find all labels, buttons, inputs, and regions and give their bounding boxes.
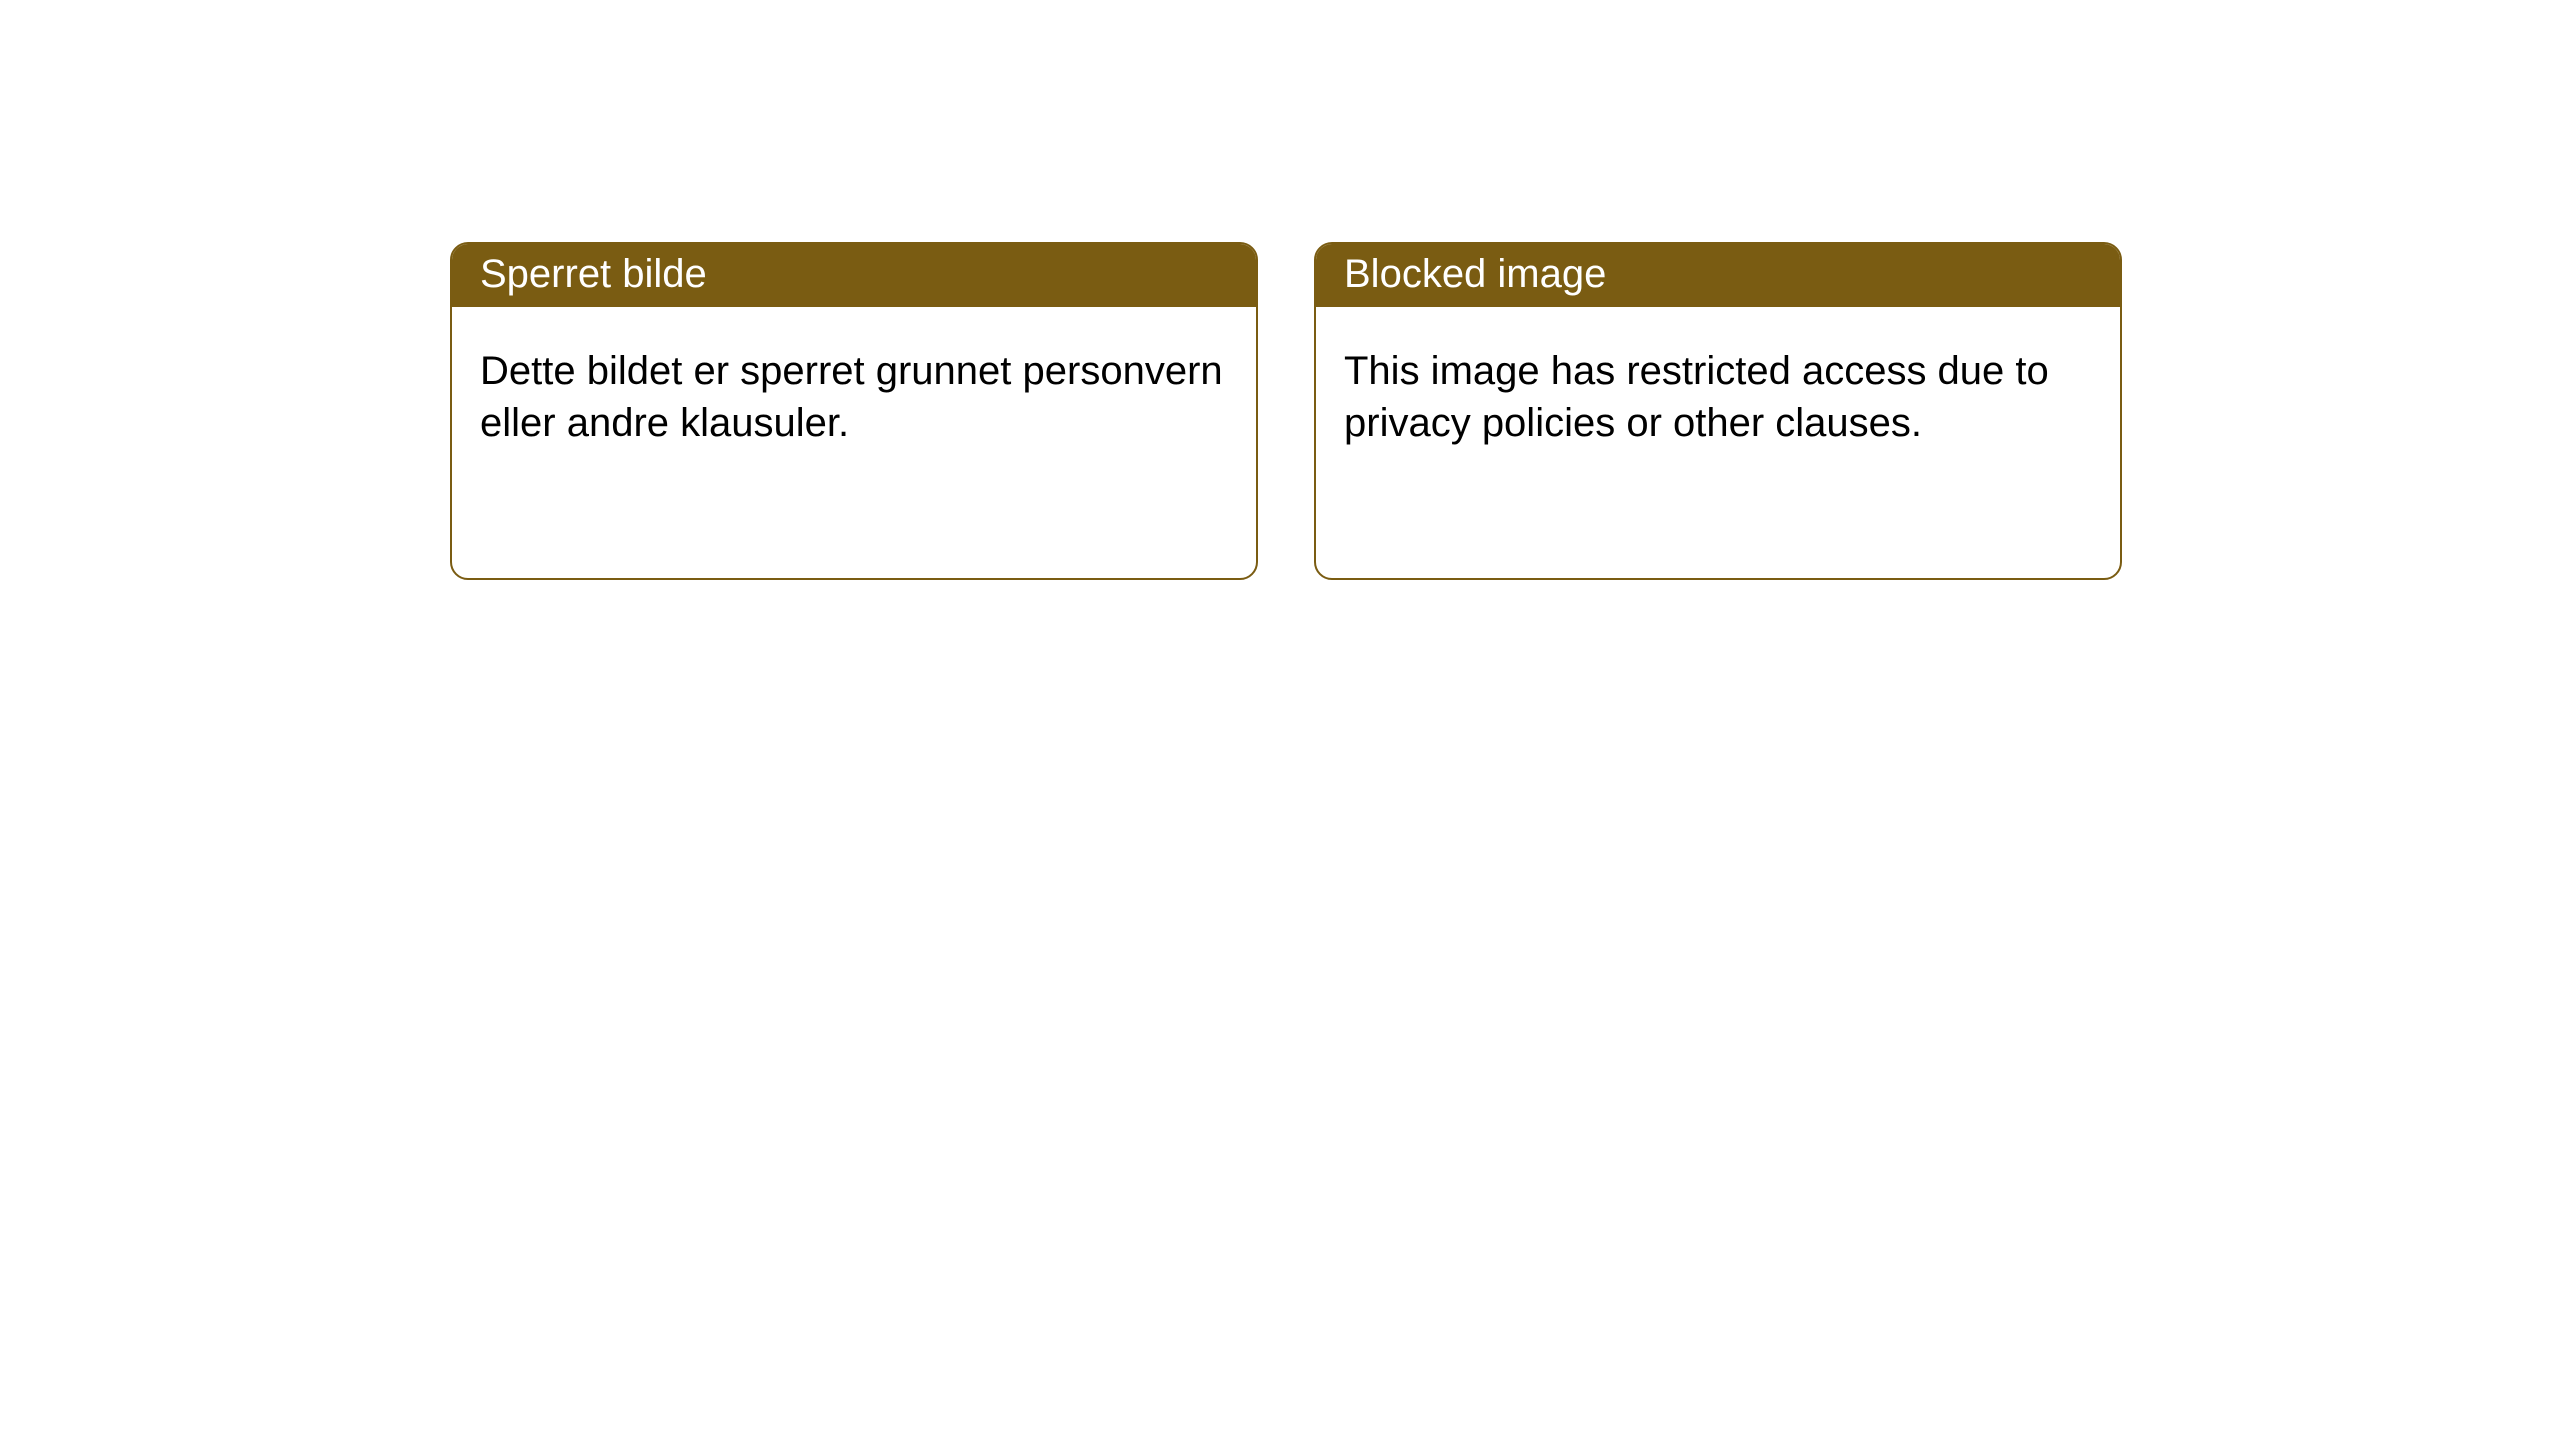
notice-header-no: Sperret bilde [452, 244, 1256, 307]
notice-container: Sperret bilde Dette bildet er sperret gr… [450, 242, 2122, 580]
notice-header-en: Blocked image [1316, 244, 2120, 307]
notice-body-en: This image has restricted access due to … [1316, 307, 2120, 477]
notice-body-no: Dette bildet er sperret grunnet personve… [452, 307, 1256, 477]
notice-box-en: Blocked image This image has restricted … [1314, 242, 2122, 580]
notice-box-no: Sperret bilde Dette bildet er sperret gr… [450, 242, 1258, 580]
